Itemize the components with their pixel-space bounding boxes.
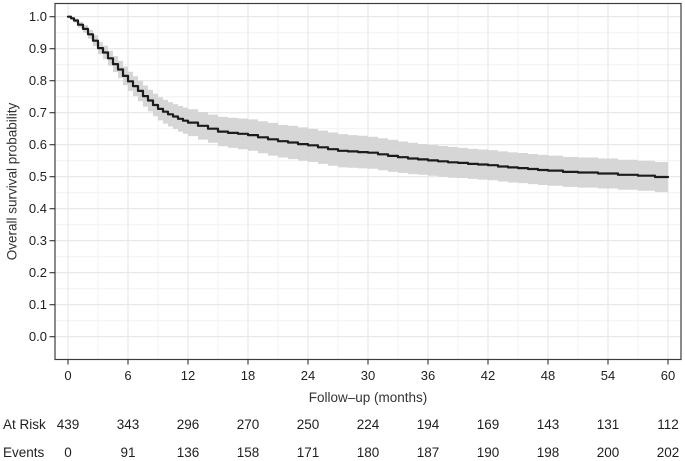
events-value: 198	[536, 445, 560, 460]
x-tick-label: 60	[660, 368, 676, 383]
x-tick-label: 30	[360, 368, 376, 383]
at-risk-value: 296	[176, 417, 200, 432]
x-axis-title: Follow–up (months)	[308, 390, 428, 405]
events-value: 190	[476, 445, 500, 460]
y-tick-label: 0.1	[28, 296, 47, 312]
x-tick-label: 24	[300, 368, 316, 383]
y-tick-label: 0.2	[28, 264, 47, 280]
at-risk-value: 343	[116, 417, 140, 432]
x-tick-label: 6	[124, 368, 132, 383]
at-risk-row-label: At Risk	[3, 417, 46, 432]
x-tick-label: 54	[600, 368, 616, 383]
y-tick-label: 0.8	[28, 72, 47, 88]
at-risk-value: 439	[56, 417, 80, 432]
at-risk-value: 112	[657, 417, 679, 432]
at-risk-value: 270	[236, 417, 260, 432]
at-risk-value: 250	[296, 417, 320, 432]
events-value: 136	[176, 445, 200, 460]
x-tick-label: 0	[64, 368, 72, 383]
at-risk-value: 194	[416, 417, 440, 432]
at-risk-value: 224	[356, 417, 380, 432]
y-tick-label: 0.7	[28, 104, 47, 120]
survival-curve	[66, 15, 670, 179]
x-tick-label: 36	[420, 368, 436, 383]
x-tick-label: 48	[540, 368, 556, 383]
events-value: 187	[416, 445, 440, 460]
x-tick-label: 42	[480, 368, 496, 383]
y-tick-label: 0.6	[28, 136, 47, 152]
events-value: 0	[64, 445, 72, 460]
x-tick-label: 12	[180, 368, 196, 383]
y-tick-label: 1.0	[28, 8, 47, 24]
events-value: 158	[236, 445, 260, 460]
at-risk-value: 131	[596, 417, 620, 432]
events-row-label: Events	[3, 445, 45, 460]
at-risk-value: 143	[536, 417, 560, 432]
events-value: 91	[120, 445, 136, 460]
y-tick-label: 0.3	[28, 232, 47, 248]
y-tick-label: 0.4	[28, 200, 47, 216]
x-tick-label: 18	[240, 368, 256, 383]
events-value: 180	[356, 445, 380, 460]
y-tick-label: 0.5	[28, 168, 47, 184]
events-value: 200	[596, 445, 620, 460]
events-value: 171	[296, 445, 320, 460]
at-risk-value: 169	[476, 417, 500, 432]
y-tick-label: 0.0	[28, 328, 47, 344]
events-value: 202	[656, 445, 680, 460]
y-tick-label: 0.9	[28, 40, 47, 56]
